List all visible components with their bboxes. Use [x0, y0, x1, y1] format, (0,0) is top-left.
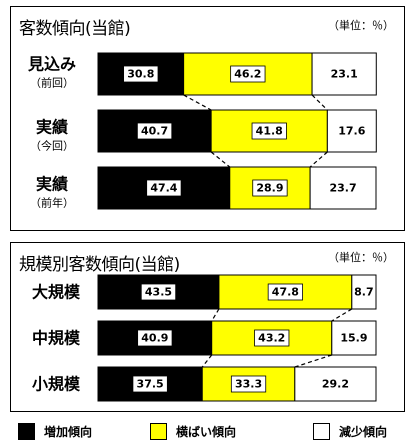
category-sublabel: （今回）	[30, 139, 74, 153]
bar-decrease	[326, 109, 377, 153]
chart-title-bottom: 規模別客数傾向(当館)	[19, 255, 180, 275]
data-label: 46.2	[234, 68, 261, 81]
data-label-box	[132, 375, 168, 393]
data-label-box	[251, 122, 287, 140]
data-label: 29.2	[322, 378, 349, 391]
bar-decrease	[351, 274, 377, 310]
data-label: 47.4	[150, 182, 177, 195]
connector-line	[201, 354, 213, 368]
data-label: 23.1	[331, 68, 358, 81]
connector-line	[210, 151, 231, 168]
connector-line	[294, 354, 332, 368]
legend-swatch-decrease	[313, 422, 330, 440]
data-label: 33.3	[235, 378, 262, 391]
legend-label-flat: 横ばい傾向	[176, 424, 237, 439]
bar-decrease	[294, 366, 377, 402]
connector-line	[311, 94, 328, 111]
data-label: 8.7	[354, 286, 374, 299]
data-label: 43.5	[145, 286, 172, 299]
connector-line	[331, 308, 353, 322]
bar-decrease	[309, 166, 377, 210]
category-sublabel: （前回）	[30, 76, 74, 90]
legend-item-increase: 増加傾向	[18, 420, 92, 442]
data-label-box	[252, 179, 288, 197]
legend-item-decrease: 減少傾向	[313, 420, 387, 442]
unit-label-bottom: （単位：％）	[328, 251, 394, 264]
data-label: 40.7	[141, 125, 168, 138]
chart-title-top: 客数傾向(当館)	[19, 19, 131, 39]
data-label-box	[267, 283, 303, 301]
data-label: 37.5	[137, 378, 164, 391]
data-label-box	[230, 65, 266, 83]
category-label: 実績	[36, 175, 68, 194]
category-label: 見込み	[27, 55, 76, 74]
data-label: 30.8	[127, 68, 154, 81]
data-label: 15.9	[340, 332, 367, 345]
data-label-box	[146, 179, 182, 197]
legend-label-decrease: 減少傾向	[339, 424, 388, 439]
category-label: 中規模	[32, 329, 81, 348]
data-label: 17.6	[338, 125, 365, 138]
legend-label-increase: 増加傾向	[44, 424, 93, 439]
data-label-box	[123, 65, 159, 83]
data-label: 47.8	[272, 286, 299, 299]
category-label: 小規模	[32, 375, 81, 394]
category-label: 実績	[36, 118, 68, 137]
legend-item-flat: 横ばい傾向	[150, 420, 236, 442]
unit-label-top: （単位：％）	[328, 19, 394, 32]
data-label-box	[230, 375, 267, 393]
data-label: 40.9	[141, 332, 168, 345]
legend-swatch-increase	[18, 422, 35, 440]
connector-line	[309, 151, 328, 168]
data-label: 41.8	[256, 125, 283, 138]
category-sublabel: （前年）	[30, 196, 74, 210]
data-label-box	[254, 329, 290, 347]
legend-swatch-flat	[150, 422, 167, 440]
connector-line	[183, 94, 212, 111]
bar-decrease	[311, 52, 377, 96]
data-label-box	[140, 283, 177, 301]
data-label-box	[137, 329, 173, 347]
category-label: 大規模	[32, 283, 81, 302]
data-label: 28.9	[256, 182, 283, 195]
connector-line	[211, 308, 220, 322]
data-label: 23.7	[329, 182, 356, 195]
data-label-box	[136, 122, 173, 140]
data-label: 43.2	[258, 332, 285, 345]
bar-decrease	[331, 320, 377, 356]
